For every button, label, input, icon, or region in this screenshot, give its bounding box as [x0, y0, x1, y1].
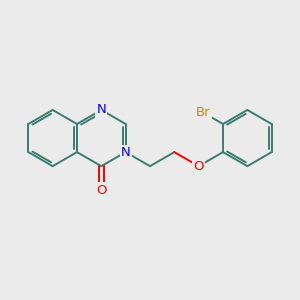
Text: N: N [121, 146, 130, 159]
Text: O: O [194, 160, 204, 173]
Text: O: O [96, 184, 106, 196]
Text: Br: Br [196, 106, 211, 119]
Text: N: N [97, 103, 106, 116]
